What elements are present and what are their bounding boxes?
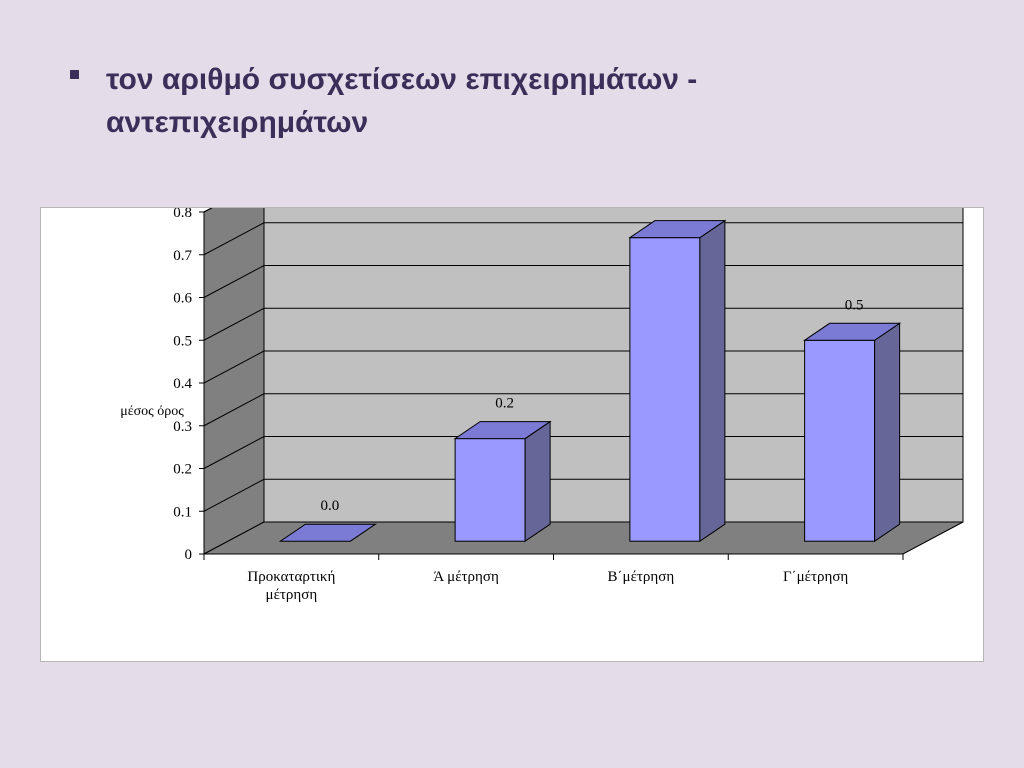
x-tick-label: Ά μέτρηση: [433, 569, 499, 585]
y-tick-label: 0: [185, 547, 193, 563]
x-tick-label: Προκαταρτική: [247, 569, 335, 585]
bar-side: [874, 322, 901, 543]
y-tick-label: 0.5: [173, 333, 192, 349]
bar-top: [453, 421, 552, 440]
chart-side-wall: [203, 208, 265, 555]
gridline: [203, 350, 963, 384]
chart-3d-bar: 0 0.1 0.2 0.3 0.4 0.5 0.6 0.7 0.8 μέσος όρος 0.0 Πρ…: [120, 208, 964, 603]
chart-frame: 0 0.1 0.2 0.3 0.4 0.5 0.6 0.7 0.8 μέσος όρος 0.0 Πρ…: [40, 207, 984, 662]
data-label: 0.0: [321, 498, 340, 514]
y-tick-label: 0.7: [173, 248, 192, 264]
bar-side: [524, 420, 551, 543]
x-tick-label: Β΄μέτρηση: [608, 569, 675, 585]
bar-side: [699, 219, 726, 543]
y-tick-label: 0.1: [173, 504, 192, 520]
x-tick-label: μέτρηση: [266, 587, 318, 603]
y-tick-label: 0.3: [173, 419, 192, 435]
gridline: [203, 393, 963, 427]
y-tick-label: 0.2: [173, 462, 192, 478]
bar: [803, 322, 902, 543]
slide-bullet-text: τον αριθμό συσχετίσεων επιχειρημάτων - α…: [106, 63, 698, 139]
data-label: 0.5: [845, 297, 864, 313]
y-axis-label: μέσος όρος: [120, 404, 184, 419]
gridline: [203, 307, 963, 341]
bar-front: [804, 339, 876, 542]
bar: [628, 219, 727, 543]
bar: [453, 420, 552, 543]
bar-top: [628, 220, 727, 239]
y-tick-label: 0.8: [173, 208, 192, 221]
bullet-marker: [70, 70, 79, 79]
bar-front: [629, 237, 701, 542]
y-tick-label: 0.6: [173, 291, 192, 307]
gridline: [203, 265, 963, 298]
bar: [278, 523, 377, 542]
bar-front: [454, 438, 526, 542]
y-tick-label: 0.4: [173, 376, 192, 392]
gridline: [203, 478, 963, 512]
data-label: 0.2: [495, 396, 514, 412]
data-label: 0.7: [670, 208, 689, 211]
bar-top: [803, 322, 902, 341]
x-tick-label: Γ΄μέτρηση: [783, 569, 848, 585]
gridline: [203, 436, 963, 469]
gridline: [203, 222, 963, 256]
bar-top: [278, 523, 377, 542]
